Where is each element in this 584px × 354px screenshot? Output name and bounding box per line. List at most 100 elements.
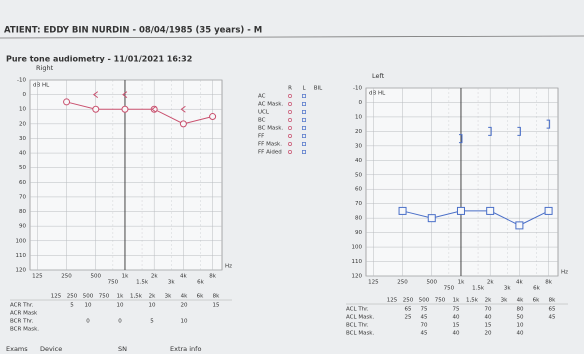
table-header: 125 (387, 298, 398, 304)
table-cell: 10 (149, 303, 156, 309)
table-row-label: BCR Thr. (10, 319, 34, 325)
x-tick-label: 1.5k (472, 286, 485, 292)
legend-row: BC Mask. (258, 126, 283, 132)
table-header: 1,5k (466, 298, 479, 304)
x-tick-label: 6k (533, 286, 540, 292)
table-cell: 0 (118, 319, 122, 325)
table-header: 750 (99, 294, 110, 300)
y-tick-label: 50 (355, 172, 362, 178)
footer-label: SN (118, 345, 127, 353)
table-cell: 10 (85, 303, 92, 309)
table-cell: 5 (70, 303, 74, 309)
x-tick-label: 125 (368, 280, 379, 286)
y-tick-label: 40 (19, 151, 26, 157)
legend-row: AC Mask. (258, 102, 283, 108)
x-tick-label: 8k (545, 280, 552, 286)
table-cell: 10 (517, 323, 524, 329)
y-tick-label: -10 (17, 78, 26, 84)
data-point (93, 106, 99, 112)
table-header: 1k (453, 298, 460, 304)
table-cell: 40 (517, 331, 524, 337)
footer-label: Device (40, 345, 62, 353)
y-tick-label: 0 (359, 100, 363, 106)
x-tick-label: 2k (151, 274, 158, 280)
y-tick-label: 20 (355, 129, 362, 135)
table-cell: 45 (421, 315, 428, 321)
x-axis-label: Hz (561, 270, 568, 276)
legend-row: FF Mask. (258, 142, 282, 148)
table-row-label: BCR Mask. (10, 327, 39, 333)
table-cell: 10 (181, 319, 188, 325)
y-tick-label: 110 (352, 259, 363, 265)
table-row-label: ACR Mask (10, 311, 38, 317)
y-tick-label: 110 (16, 253, 27, 259)
table-header: 8k (213, 294, 220, 300)
table-header: 2k (485, 298, 492, 304)
exam-title: Pure tone audiometry - 11/01/2021 16:32 (6, 55, 192, 64)
table-row-label: ACR Thr. (10, 303, 34, 309)
data-point (180, 121, 186, 127)
y-tick-label: 120 (352, 274, 363, 280)
x-tick-label: 750 (444, 286, 455, 292)
table-header: 125 (51, 294, 62, 300)
table-header: 4k (517, 298, 524, 304)
table-cell: 50 (517, 315, 524, 321)
data-point (399, 207, 406, 214)
y-tick-label: 0 (23, 92, 27, 98)
data-point (487, 207, 494, 214)
table-cell: 5 (150, 319, 154, 325)
table-cell: 10 (117, 303, 124, 309)
x-tick-label: 250 (61, 274, 72, 280)
x-tick-label: 3k (168, 280, 175, 286)
table-header: 500 (419, 298, 430, 304)
table-header: 3k (501, 298, 508, 304)
y-tick-label: -10 (353, 86, 362, 92)
data-point (122, 106, 128, 112)
table-header: 6k (197, 294, 204, 300)
y-tick-label: 50 (19, 165, 26, 171)
x-tick-label: 500 (91, 274, 102, 280)
chart-title: Right (36, 64, 54, 72)
y-axis-label: dB HL (369, 91, 386, 97)
table-header: 3k (165, 294, 172, 300)
y-tick-label: 100 (16, 238, 27, 244)
table-row-label: ACL Mask. (346, 315, 374, 321)
table-header: 8k (549, 298, 556, 304)
table-row-label: ACL Thr. (346, 307, 369, 313)
x-tick-label: 4k (516, 280, 523, 286)
y-tick-label: 60 (19, 180, 26, 186)
table-header: 6k (533, 298, 540, 304)
x-tick-label: 250 (397, 280, 408, 286)
legend-column: BIL (314, 86, 323, 92)
y-tick-label: 90 (355, 230, 362, 236)
data-point (64, 99, 70, 105)
plot-area (366, 88, 558, 276)
data-point (457, 207, 464, 214)
table-row-label: BCL Mask. (346, 331, 374, 337)
table-header: 4k (181, 294, 188, 300)
data-point (428, 215, 435, 222)
y-tick-label: 100 (352, 245, 363, 251)
table-cell: 15 (485, 323, 492, 329)
y-tick-label: 30 (19, 136, 26, 142)
footer-label: Exams (6, 345, 28, 353)
legend-row: BC (258, 118, 266, 124)
legend-row: UCL (258, 110, 270, 116)
chart-title: Left (372, 72, 385, 80)
table-cell: 45 (549, 315, 556, 321)
table-cell: 20 (181, 303, 188, 309)
legend-row: FF Aided (258, 150, 282, 156)
table-cell: 40 (453, 315, 460, 321)
x-tick-label: 1k (122, 274, 129, 280)
y-tick-label: 20 (19, 121, 26, 127)
table-header: 1,5k (130, 294, 143, 300)
table-header: 2k (149, 294, 156, 300)
y-axis-label: dB HL (33, 83, 50, 89)
x-tick-label: 1k (458, 280, 465, 286)
table-cell: 70 (485, 307, 492, 313)
table-cell: 15 (213, 303, 220, 309)
footer-label: Extra info (170, 345, 201, 353)
table-cell: 65 (549, 307, 556, 313)
table-cell: 65 (405, 307, 412, 313)
y-tick-label: 70 (355, 201, 362, 207)
